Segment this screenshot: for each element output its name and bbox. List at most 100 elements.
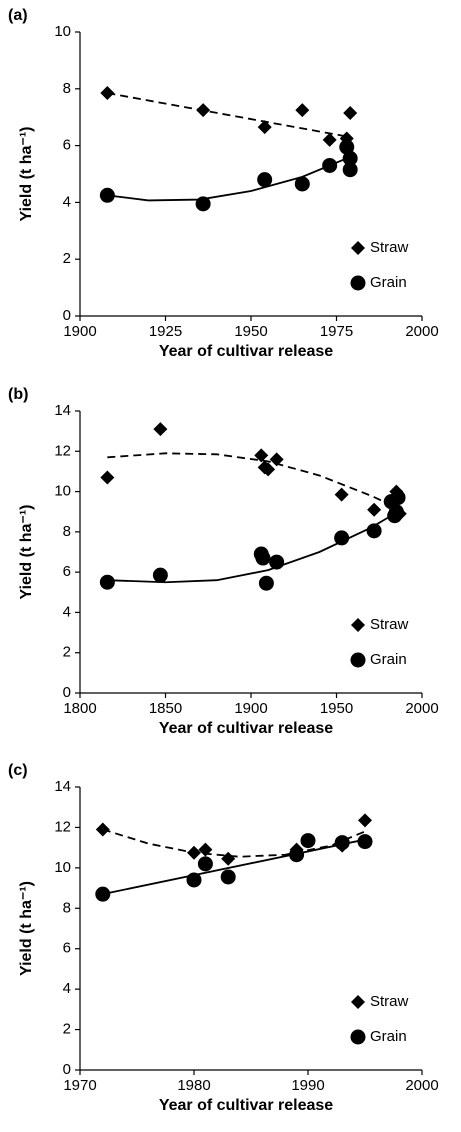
y-tick-label: 4: [63, 603, 71, 620]
legend-marker: [350, 1029, 366, 1045]
data-point: [153, 422, 168, 437]
data-point: [220, 869, 236, 885]
data-point: [358, 813, 372, 828]
y-tick-label: 6: [63, 137, 71, 154]
data-point: [95, 886, 111, 902]
data-point: [357, 834, 373, 850]
x-axis-title: Year of cultivar release: [159, 1097, 333, 1114]
y-tick-label: 0: [63, 307, 71, 324]
data-point: [342, 162, 358, 178]
data-point: [221, 851, 236, 866]
data-point: [99, 574, 115, 590]
x-tick-label: 1970: [63, 1077, 96, 1094]
trend-line: [107, 508, 402, 584]
y-tick-label: 8: [63, 523, 71, 540]
legend-label: Grain: [370, 1028, 407, 1045]
data-point: [100, 86, 115, 101]
y-axis-title: Yield (t ha⁻¹): [18, 881, 35, 976]
data-point: [343, 105, 358, 120]
panel-label: (c): [8, 762, 28, 779]
data-point: [295, 103, 310, 118]
y-tick-label: 8: [63, 80, 71, 97]
y-tick-label: 14: [54, 402, 71, 419]
y-tick-label: 0: [63, 1061, 71, 1078]
data-point: [99, 187, 115, 203]
y-tick-label: 4: [63, 980, 71, 997]
x-tick-label: 1850: [149, 700, 182, 717]
y-tick-label: 10: [54, 23, 71, 40]
y-tick-label: 0: [63, 684, 71, 701]
trend-line: [107, 452, 402, 511]
data-point: [258, 575, 274, 591]
legend-marker: [351, 995, 365, 1009]
legend-label: Straw: [370, 993, 409, 1010]
y-tick-label: 4: [63, 193, 71, 210]
data-point: [366, 523, 382, 539]
data-point: [322, 132, 337, 147]
y-tick-label: 8: [63, 899, 71, 916]
y-tick-label: 10: [54, 859, 71, 876]
y-tick-label: 6: [63, 563, 71, 580]
y-tick-label: 2: [63, 250, 71, 267]
y-tick-label: 12: [54, 818, 71, 835]
data-point: [269, 452, 284, 467]
data-point: [339, 139, 355, 155]
data-point: [195, 196, 211, 212]
x-tick-label: 1990: [291, 1077, 324, 1094]
data-point: [269, 554, 285, 570]
data-point: [300, 833, 316, 849]
data-point: [254, 448, 269, 463]
trend-line: [102, 828, 366, 858]
panel-label: (b): [8, 386, 28, 403]
legend-label: Grain: [370, 651, 407, 668]
legend-label: Grain: [370, 274, 407, 291]
x-tick-label: 1800: [63, 700, 96, 717]
y-tick-label: 6: [63, 940, 71, 957]
legend-marker: [350, 652, 366, 668]
x-axis-title: Year of cultivar release: [159, 343, 333, 360]
data-point: [255, 550, 271, 566]
legend-marker: [351, 618, 365, 632]
data-point: [334, 835, 350, 851]
data-point: [197, 856, 213, 872]
legend-label: Straw: [370, 239, 409, 256]
x-tick-label: 1900: [63, 323, 96, 340]
panel-label: (a): [8, 7, 28, 24]
y-tick-label: 12: [54, 442, 71, 459]
y-axis-title: Yield (t ha⁻¹): [18, 127, 35, 222]
x-tick-label: 2000: [405, 1077, 438, 1094]
data-point: [196, 103, 211, 118]
legend-marker: [350, 275, 366, 291]
y-tick-label: 14: [54, 778, 71, 795]
data-point: [342, 150, 358, 166]
data-point: [95, 822, 110, 837]
data-point: [187, 845, 201, 860]
data-point: [289, 847, 305, 863]
x-tick-label: 1975: [320, 323, 353, 340]
data-point: [152, 567, 168, 583]
data-point: [390, 490, 406, 506]
y-tick-label: 10: [54, 483, 71, 500]
data-point: [261, 462, 276, 477]
trend-line: [102, 838, 366, 896]
y-tick-label: 2: [63, 1021, 71, 1038]
data-point: [334, 530, 350, 546]
x-tick-label: 1950: [234, 323, 267, 340]
data-point: [322, 157, 338, 173]
x-tick-label: 2000: [405, 323, 438, 340]
data-point: [334, 487, 349, 502]
data-point: [257, 172, 273, 188]
data-point: [294, 176, 310, 192]
data-point: [388, 504, 404, 520]
data-point: [186, 872, 202, 888]
data-point: [367, 502, 382, 517]
x-tick-label: 1950: [320, 700, 353, 717]
legend-label: Straw: [370, 616, 409, 633]
x-tick-label: 1980: [177, 1077, 210, 1094]
legend-marker: [351, 241, 365, 255]
trend-line: [107, 92, 351, 138]
x-tick-label: 1925: [149, 323, 182, 340]
data-point: [100, 470, 115, 485]
